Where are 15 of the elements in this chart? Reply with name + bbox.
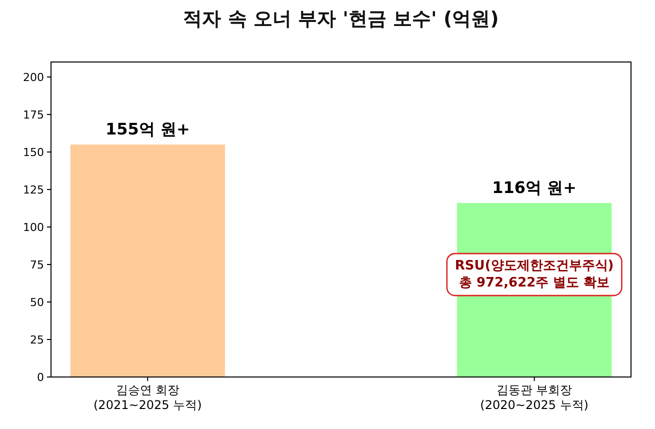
y-tick-label: 100 [23, 221, 44, 234]
data-label: 116억 원+ [492, 178, 577, 197]
y-tick-label: 175 [23, 108, 44, 122]
y-tick-label: 50 [30, 296, 44, 309]
y-tick-label: 200 [23, 71, 44, 84]
y-tick-label: 150 [23, 146, 44, 159]
x-tick-label: 김동관 부회장 (2020~2025 누적) [480, 383, 588, 412]
x-tick-label: 김승연 회장 (2021~2025 누적) [94, 383, 202, 412]
annotation: RSU(양도제한조건부주식) 총 972,622주 별도 확보 [454, 258, 614, 291]
data-label: 155억 원+ [105, 120, 190, 138]
chart-title: 적자 속 오너 부자 '현금 보수' (억원) [183, 8, 499, 30]
y-tick-label: 125 [23, 184, 44, 196]
y-tick-label: 25 [30, 334, 44, 346]
y-tick-label: 0 [37, 371, 44, 384]
y-tick-label: 75 [30, 258, 44, 272]
